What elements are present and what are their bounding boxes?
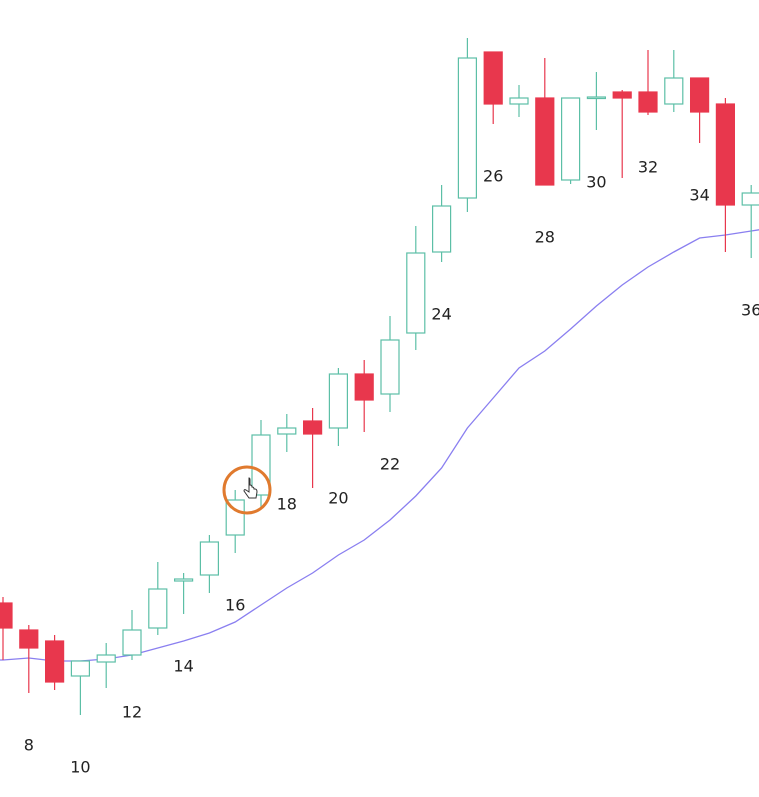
candle — [19, 625, 39, 693]
candle-label: 26 — [483, 167, 503, 186]
candle — [225, 490, 245, 553]
candle-body — [380, 339, 400, 395]
candle — [689, 77, 710, 143]
candle — [586, 72, 607, 130]
candle — [509, 85, 529, 117]
candle — [535, 58, 555, 186]
candle-label: 28 — [535, 228, 555, 247]
candle-body — [225, 499, 245, 536]
candle — [664, 50, 684, 112]
candle — [328, 368, 348, 446]
candle-body — [251, 434, 271, 496]
candle-body — [432, 205, 452, 253]
candle-label: 32 — [638, 158, 658, 177]
candle-label: 36 — [741, 301, 759, 320]
candle-body — [148, 588, 168, 629]
candle-body — [457, 57, 477, 199]
candle-body — [199, 541, 219, 576]
candle — [560, 97, 581, 184]
candle-body — [741, 192, 759, 206]
candle — [122, 610, 142, 660]
candle-body — [96, 654, 116, 663]
candle-label: 14 — [173, 657, 193, 676]
candle — [148, 562, 168, 635]
candle-body — [509, 97, 529, 105]
candle-label: 10 — [70, 758, 90, 777]
candle-body — [483, 51, 503, 105]
candle — [432, 185, 452, 262]
moving-average-line — [0, 229, 759, 662]
candle — [741, 185, 759, 258]
hand-cursor — [243, 477, 258, 499]
candle-label: 12 — [122, 703, 142, 722]
cursor — [222, 465, 272, 515]
candle — [199, 535, 219, 593]
candle-body — [586, 96, 607, 100]
candle-body — [560, 97, 581, 181]
candle-body — [664, 77, 684, 105]
candle-body — [44, 640, 65, 683]
candle — [483, 51, 503, 124]
candle-label: 24 — [431, 305, 451, 324]
candle-body — [715, 103, 736, 206]
candle — [303, 408, 323, 488]
candle-label: 16 — [225, 596, 245, 615]
candle-body — [354, 373, 374, 401]
candle — [380, 316, 400, 412]
candle — [715, 98, 736, 252]
candle — [96, 643, 116, 688]
candle-body — [689, 77, 710, 113]
candle — [612, 90, 632, 178]
cursor-highlight — [222, 465, 272, 515]
candle — [251, 420, 271, 507]
candle — [0, 597, 13, 660]
candle-label: 8 — [24, 736, 34, 755]
candle-body — [174, 578, 194, 582]
candle — [44, 635, 65, 690]
candle-body — [0, 602, 13, 629]
candle — [277, 414, 297, 452]
candle-label: 34 — [689, 186, 709, 205]
candle — [406, 226, 426, 350]
candle-body — [328, 373, 348, 429]
candle-body — [612, 91, 632, 99]
candle — [174, 573, 194, 614]
candle-label: 30 — [586, 173, 606, 192]
candle — [354, 360, 374, 432]
candle — [638, 50, 658, 115]
candle-body — [535, 97, 555, 186]
candle-label: 22 — [380, 455, 400, 474]
candle-body — [70, 660, 91, 677]
candle-body — [122, 629, 142, 656]
candle-body — [406, 252, 426, 334]
candle-body — [303, 420, 323, 435]
candle — [70, 660, 91, 715]
candle-label: 20 — [328, 489, 348, 508]
candle — [457, 38, 477, 212]
candle-label: 18 — [277, 495, 297, 514]
candle-body — [638, 91, 658, 113]
candle-body — [19, 629, 39, 649]
candle-body — [277, 427, 297, 435]
plot-area: 8 10 12 14 16 18 20 22 24 26 28 30 32 34 36 — [0, 38, 759, 777]
